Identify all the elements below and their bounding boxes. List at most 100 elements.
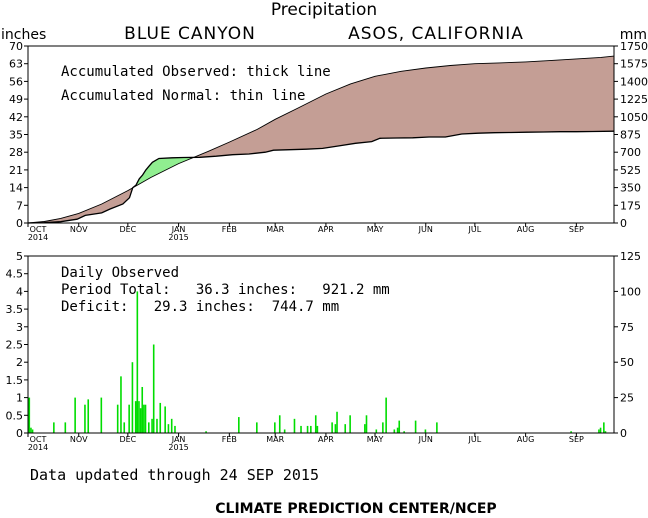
normal-accumulation-line <box>27 55 615 224</box>
x-tick-label: JUL <box>468 225 482 234</box>
daily-bar <box>436 422 438 433</box>
daily-bar <box>116 404 119 433</box>
left-tick-label: 4.5 <box>6 268 24 281</box>
daily-bar <box>147 422 150 433</box>
daily-axes: 00.511.522.533.544.550255075100125OCT201… <box>6 250 642 452</box>
x-tick-label: SEP <box>569 225 584 234</box>
deficit-text: Deficit: 29.3 inches: 744.7 mm <box>61 299 339 315</box>
left-tick-label: 70 <box>9 40 23 53</box>
daily-bar <box>144 404 147 433</box>
daily-bar <box>64 422 67 433</box>
daily-bar <box>375 429 378 433</box>
left-tick-label: 7 <box>16 199 23 212</box>
daily-bar <box>331 422 333 433</box>
left-unit-label: inches <box>1 27 46 43</box>
x-tick-label: DEC <box>119 435 136 444</box>
x-tick-label: MAR <box>266 435 284 444</box>
daily-bar <box>365 415 368 433</box>
x-tick-label: 2014 <box>28 443 48 452</box>
right-tick-label: 0 <box>620 427 627 440</box>
left-tick-label: 3.5 <box>6 303 24 316</box>
daily-bar <box>293 418 296 433</box>
daily-bar <box>141 386 144 433</box>
daily-bar <box>134 401 137 433</box>
daily-bar <box>414 420 417 433</box>
right-tick-label: 350 <box>620 182 641 195</box>
right-tick-label: 525 <box>620 164 641 177</box>
left-tick-label: 1.5 <box>6 374 24 387</box>
daily-bar <box>599 427 602 433</box>
daily-bar <box>128 404 130 433</box>
left-tick-label: 3 <box>16 321 23 334</box>
x-tick-label: JUN <box>418 435 433 444</box>
left-tick-label: 2.5 <box>6 339 24 352</box>
left-tick-label: 0 <box>16 217 23 230</box>
daily-bar-layer <box>28 291 607 433</box>
left-tick-label: 0.5 <box>6 409 24 422</box>
daily-bar <box>159 402 162 433</box>
left-tick-label: 21 <box>9 164 23 177</box>
left-tick-label: 28 <box>9 146 23 159</box>
daily-bar <box>385 397 387 433</box>
x-tick-label: NOV <box>70 225 88 234</box>
legend-daily-observed: Daily Observed <box>61 265 179 281</box>
accumulated-panel: 0714212835424956637001753505257008751050… <box>9 40 648 242</box>
right-tick-label: 875 <box>620 129 641 142</box>
right-tick-label: 1050 <box>620 111 648 124</box>
period-total-text: Period Total: 36.3 inches: 921.2 mm <box>61 282 390 298</box>
accumulated-axes: 0714212835424956637001753505257008751050… <box>9 40 648 242</box>
x-tick-label: JUN <box>418 225 433 234</box>
daily-bar <box>306 425 309 433</box>
daily-bar <box>167 424 170 433</box>
x-tick-label: MAR <box>266 225 284 234</box>
left-tick-label: 4 <box>16 285 23 298</box>
daily-bar <box>30 427 32 433</box>
daily-bar <box>424 429 427 433</box>
x-tick-label: APR <box>318 435 334 444</box>
daily-bar <box>314 415 317 433</box>
surplus-area <box>132 157 195 188</box>
daily-bar <box>170 418 173 433</box>
right-tick-label: 1225 <box>620 93 648 106</box>
x-tick-label: JAN <box>171 435 186 444</box>
right-tick-label: 700 <box>620 146 641 159</box>
daily-bar <box>396 427 399 433</box>
left-tick-label: 56 <box>9 75 23 88</box>
daily-bar <box>136 291 139 433</box>
x-tick-label: FEB <box>222 435 237 444</box>
right-tick-label: 50 <box>620 356 634 369</box>
right-tick-label: 75 <box>620 321 634 334</box>
right-tick-label: 175 <box>620 199 641 212</box>
left-tick-label: 49 <box>9 93 23 106</box>
x-tick-label: JAN <box>171 225 186 234</box>
station-network: ASOS, CALIFORNIA <box>348 24 524 44</box>
right-tick-label: 100 <box>620 285 641 298</box>
legend-observed: Accumulated Observed: thick line <box>61 64 331 80</box>
daily-bar <box>300 425 302 433</box>
x-tick-label: OCT <box>30 225 47 234</box>
daily-bar <box>156 418 158 433</box>
x-tick-label: 2014 <box>28 233 48 242</box>
daily-bar <box>570 431 572 433</box>
daily-bar <box>139 408 142 433</box>
daily-bar <box>256 422 258 433</box>
daily-bar <box>205 431 207 433</box>
daily-bar <box>382 422 384 433</box>
credit-text: CLIMATE PREDICTION CENTER/NCEP <box>215 501 496 517</box>
daily-bar <box>274 422 276 433</box>
right-tick-label: 1400 <box>620 75 648 88</box>
right-unit-label: mm <box>620 27 647 43</box>
left-tick-label: 35 <box>9 129 23 142</box>
daily-bar <box>151 418 153 433</box>
daily-bar <box>393 429 396 433</box>
left-tick-label: 2 <box>16 356 23 369</box>
left-tick-label: 42 <box>9 111 23 124</box>
x-tick-label: NOV <box>70 435 88 444</box>
accumulation-fill-layer <box>28 56 614 223</box>
right-tick-label: 1750 <box>620 40 648 53</box>
x-tick-label: AUG <box>517 435 535 444</box>
daily-panel: 00.511.522.533.544.550255075100125OCT201… <box>6 250 642 452</box>
daily-bar <box>53 422 55 433</box>
legend-normal: Accumulated Normal: thin line <box>61 88 305 104</box>
daily-bar <box>138 401 140 433</box>
